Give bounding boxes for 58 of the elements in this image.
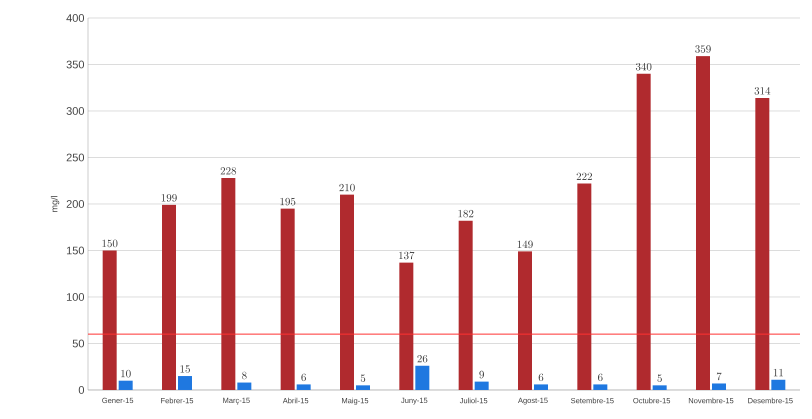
bar xyxy=(356,385,370,390)
bar xyxy=(162,204,176,390)
y-tick-label: 50 xyxy=(72,340,84,348)
bar xyxy=(118,380,133,390)
data-label: 149 xyxy=(518,240,533,248)
y-tick-label: 350 xyxy=(66,60,84,68)
y-tick-label: 0 xyxy=(78,386,84,394)
bar xyxy=(534,384,548,390)
data-label: 150 xyxy=(102,240,118,248)
data-label: 7 xyxy=(716,372,722,380)
bar xyxy=(712,383,726,390)
data-label: 314 xyxy=(754,87,770,95)
data-label: 9 xyxy=(479,370,484,378)
y-tick-label: 150 xyxy=(66,246,84,254)
bar xyxy=(518,251,532,390)
y-tick-label: 200 xyxy=(66,200,84,208)
data-label: 6 xyxy=(598,374,603,382)
data-label: 6 xyxy=(538,374,544,382)
bar xyxy=(296,384,311,390)
bar xyxy=(636,74,651,390)
bar xyxy=(237,382,252,390)
bar xyxy=(280,208,295,390)
data-label: 137 xyxy=(399,252,414,260)
bar xyxy=(102,250,117,390)
data-label: 222 xyxy=(576,172,592,180)
data-label: 26 xyxy=(417,354,428,363)
bar xyxy=(696,56,710,390)
bar xyxy=(340,194,354,390)
data-label: 195 xyxy=(280,198,296,206)
data-label: 228 xyxy=(220,167,236,175)
data-label: 210 xyxy=(339,184,355,192)
data-label: 5 xyxy=(360,374,366,382)
bar xyxy=(399,262,414,390)
data-label: 11 xyxy=(774,368,783,376)
bar xyxy=(474,382,489,390)
bar xyxy=(593,384,608,390)
data-label: 6 xyxy=(301,374,306,382)
data-label: 5 xyxy=(657,374,662,382)
y-tick-label: 250 xyxy=(66,154,84,162)
bar xyxy=(755,98,770,390)
y-tick-label: 400 xyxy=(66,14,84,22)
y-axis-title: mg/l xyxy=(50,196,60,212)
bar xyxy=(652,385,667,390)
y-tick-label: 300 xyxy=(66,107,84,115)
data-label: 15 xyxy=(180,365,190,373)
bar xyxy=(178,376,192,390)
y-tick-label: 100 xyxy=(66,293,84,301)
bar xyxy=(458,220,473,390)
bar xyxy=(221,178,236,390)
bar xyxy=(415,366,430,390)
data-label: 340 xyxy=(636,62,652,70)
data-label: 8 xyxy=(242,372,247,380)
bar xyxy=(577,184,592,390)
data-label: 182 xyxy=(458,210,474,218)
bar xyxy=(771,380,786,390)
data-label: 10 xyxy=(121,370,131,378)
data-label: 199 xyxy=(162,194,177,202)
data-label: 359 xyxy=(695,45,711,53)
